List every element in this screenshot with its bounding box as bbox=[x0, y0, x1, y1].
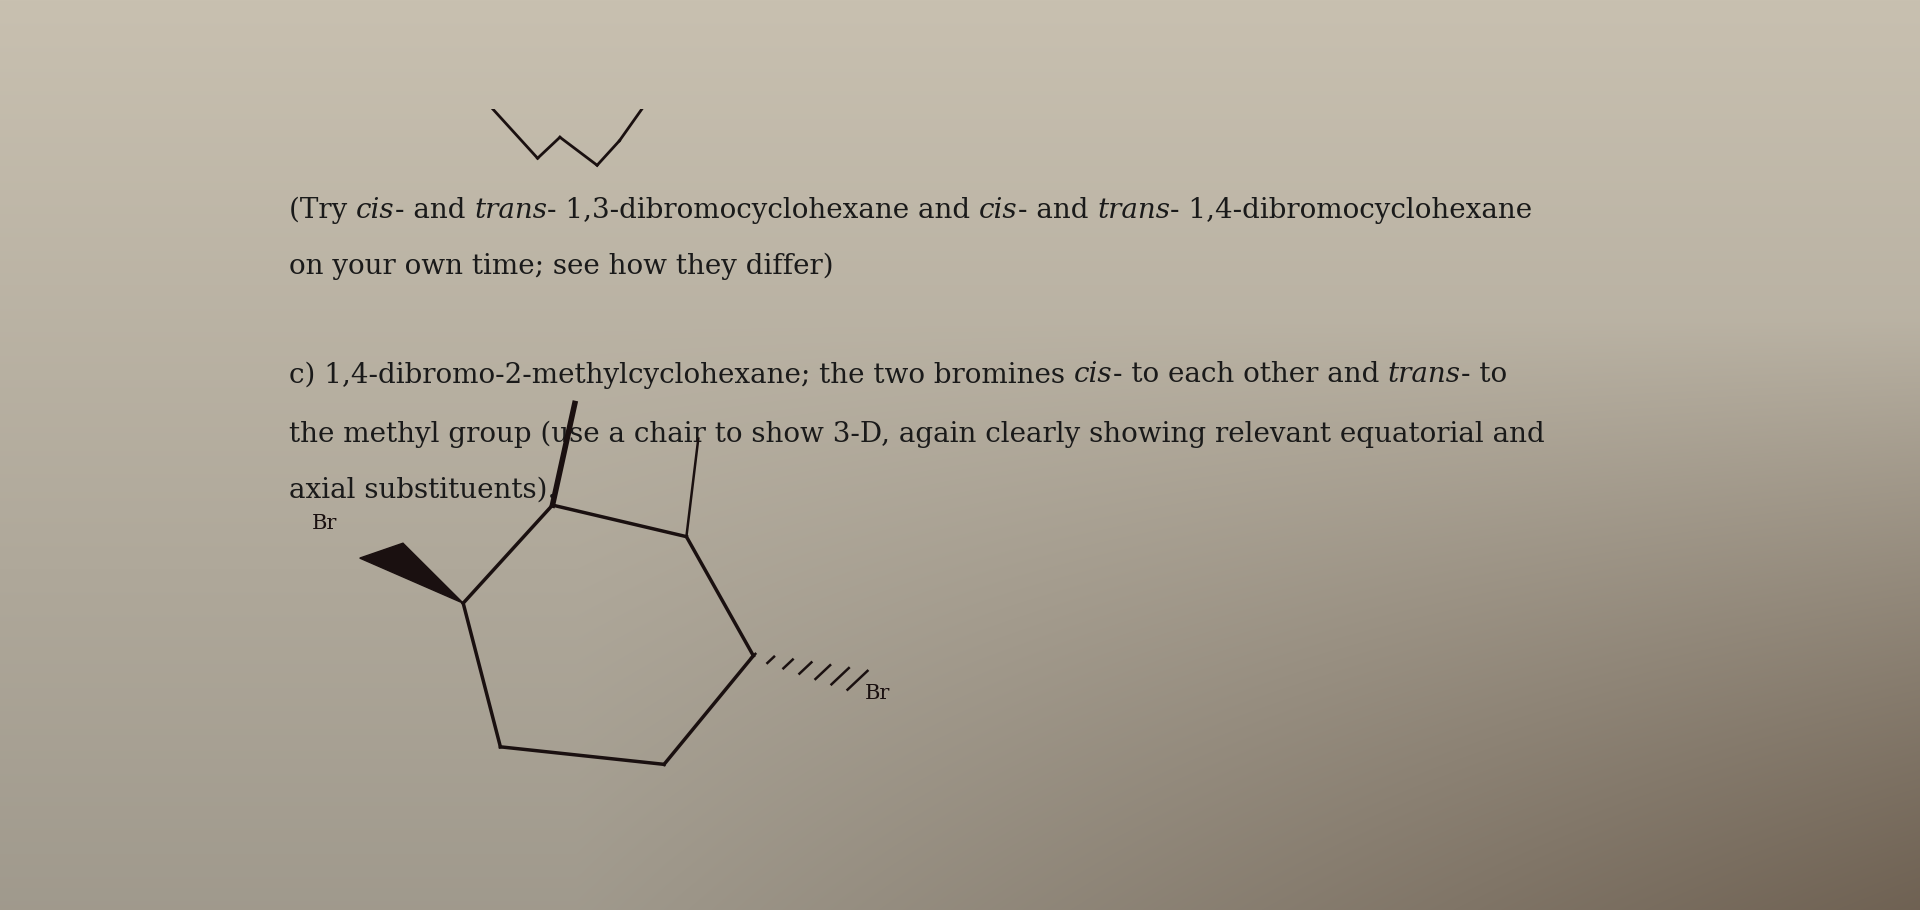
Text: Br: Br bbox=[864, 683, 891, 703]
Text: trans: trans bbox=[1096, 197, 1169, 224]
Text: the methyl group (use a chair to show 3-D, again clearly showing relevant equato: the methyl group (use a chair to show 3-… bbox=[290, 421, 1546, 449]
Text: cis: cis bbox=[357, 197, 396, 224]
Text: - to: - to bbox=[1461, 361, 1507, 389]
Text: - 1,4-dibromocyclohexane: - 1,4-dibromocyclohexane bbox=[1169, 197, 1532, 224]
Text: cis: cis bbox=[1073, 361, 1112, 389]
Text: c) 1,4-dibromo-2-methylcyclohexane; the two bromines: c) 1,4-dibromo-2-methylcyclohexane; the … bbox=[290, 361, 1073, 389]
Text: cis: cis bbox=[979, 197, 1018, 224]
Polygon shape bbox=[359, 543, 463, 603]
Text: - and: - and bbox=[1018, 197, 1096, 224]
Text: - 1,3-dibromocyclohexane and: - 1,3-dibromocyclohexane and bbox=[547, 197, 979, 224]
Text: axial substituents).: axial substituents). bbox=[290, 477, 557, 504]
Text: trans: trans bbox=[1388, 361, 1461, 389]
Text: on your own time; see how they differ): on your own time; see how they differ) bbox=[290, 253, 833, 280]
Text: (Try: (Try bbox=[290, 197, 357, 224]
Text: - and: - and bbox=[396, 197, 474, 224]
Text: Br: Br bbox=[311, 514, 336, 533]
Text: - to each other and: - to each other and bbox=[1112, 361, 1388, 389]
Text: trans: trans bbox=[474, 197, 547, 224]
